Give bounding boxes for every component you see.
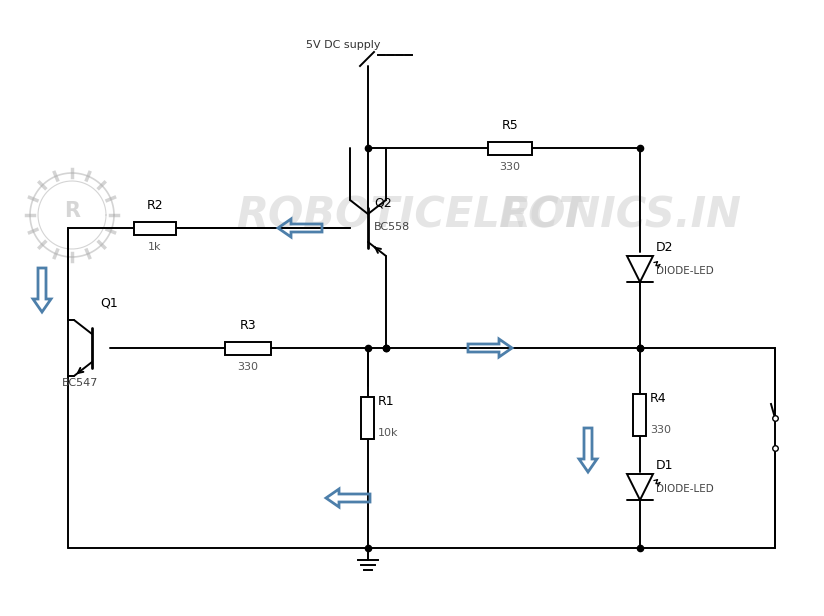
Text: R3: R3 xyxy=(240,319,256,332)
Text: DIODE-LED: DIODE-LED xyxy=(656,266,714,276)
Text: 330: 330 xyxy=(499,162,521,172)
Text: Q1: Q1 xyxy=(100,297,118,310)
Text: 330: 330 xyxy=(237,362,259,372)
Text: ROBOTICELECT: ROBOTICELECT xyxy=(236,194,588,236)
Bar xyxy=(362,397,374,439)
Text: 330: 330 xyxy=(650,425,671,435)
Text: 1k: 1k xyxy=(148,242,162,252)
Text: R: R xyxy=(64,201,80,221)
Text: Q2: Q2 xyxy=(374,197,391,210)
Text: DIODE-LED: DIODE-LED xyxy=(656,484,714,494)
Text: BC547: BC547 xyxy=(62,378,98,388)
Polygon shape xyxy=(627,474,653,500)
Text: R5: R5 xyxy=(502,119,518,132)
Text: RONICS.IN: RONICS.IN xyxy=(499,194,742,236)
Text: R2: R2 xyxy=(147,199,163,212)
Text: R1: R1 xyxy=(378,395,395,408)
Text: D1: D1 xyxy=(656,459,673,472)
Text: 5V DC supply: 5V DC supply xyxy=(306,40,381,50)
Polygon shape xyxy=(627,256,653,282)
Text: D2: D2 xyxy=(656,241,673,254)
Bar xyxy=(634,394,647,436)
Text: R4: R4 xyxy=(650,392,667,405)
Text: BC558: BC558 xyxy=(374,222,410,232)
Text: 10k: 10k xyxy=(378,428,399,438)
Bar xyxy=(134,222,176,235)
Bar xyxy=(488,142,532,155)
Bar xyxy=(225,341,271,354)
